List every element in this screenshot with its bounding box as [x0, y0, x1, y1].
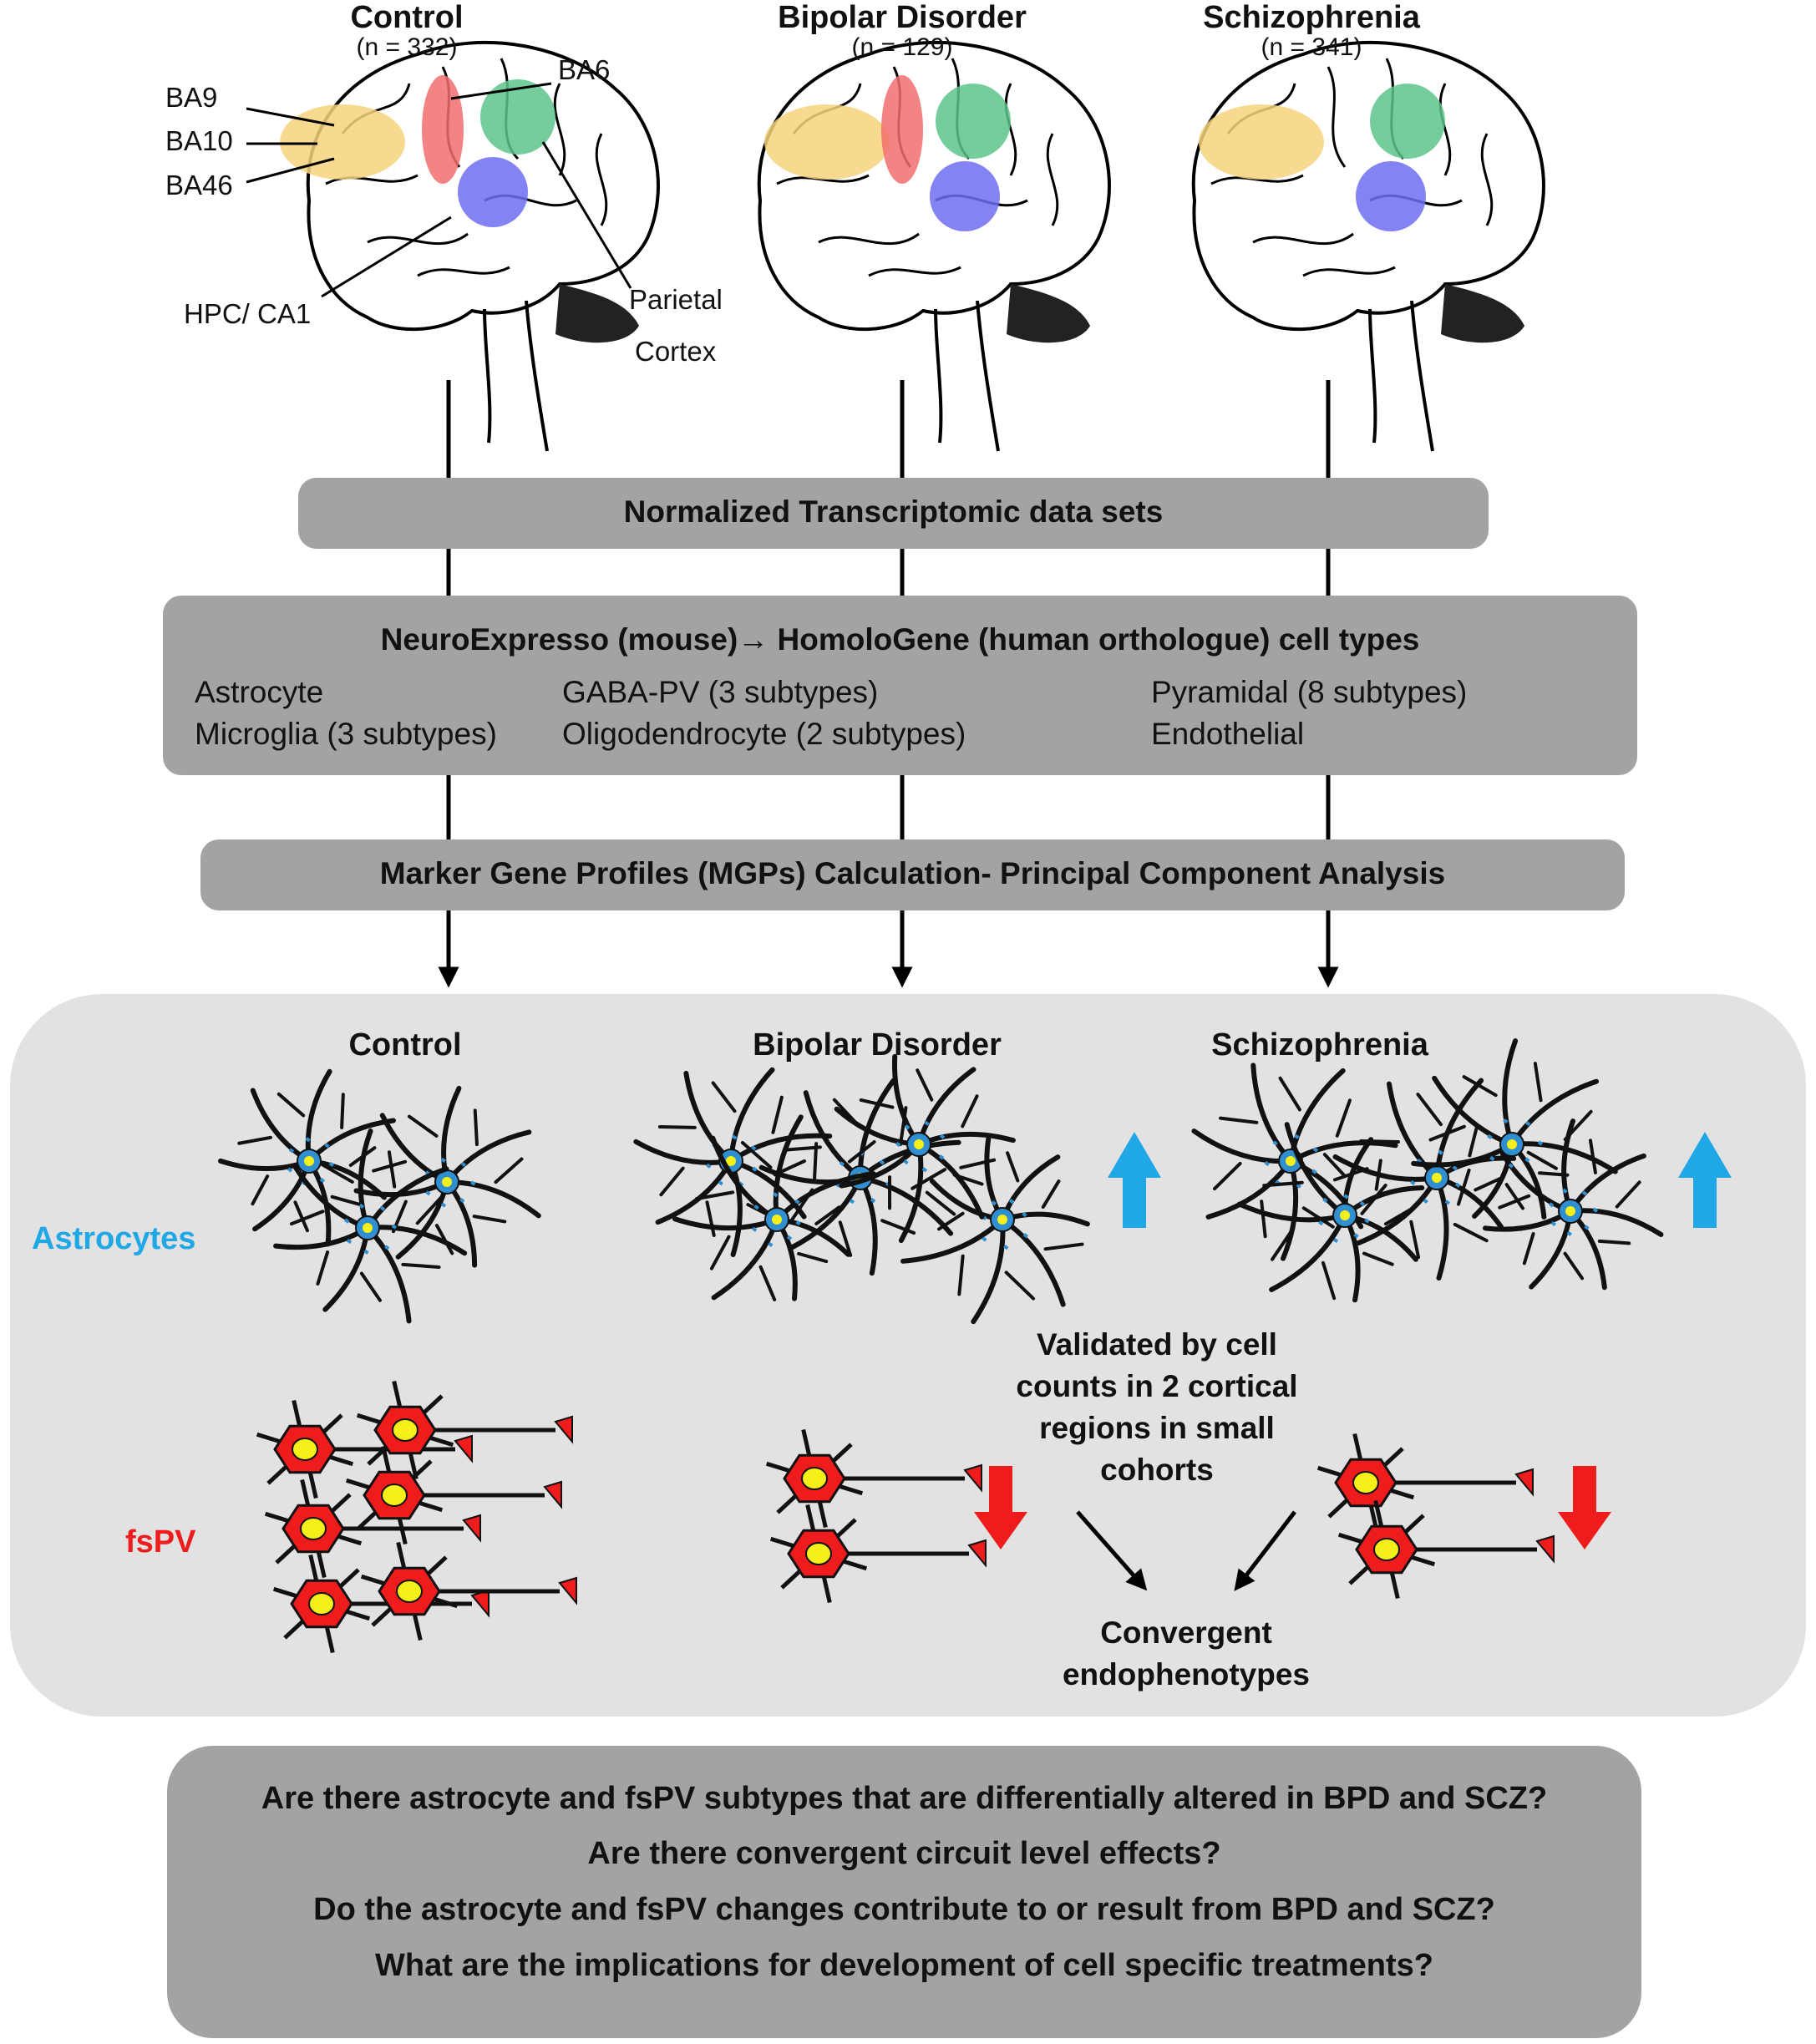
fspv-layer: [256, 1380, 1555, 1654]
region-ba9-10-46: [1199, 104, 1324, 180]
questions-box: Are there astrocyte and fsPV subtypes th…: [167, 1746, 1641, 2038]
step-mgp-label: Marker Gene Profiles (MGPs) Calculation-…: [379, 856, 1446, 890]
astrocyte-cell: [1483, 1118, 1664, 1291]
brain-control: [280, 40, 660, 453]
fspv-neuron: [765, 1428, 982, 1529]
group-n-control: (n = 332): [356, 33, 458, 61]
region-ba6-green: [936, 84, 1011, 159]
astrocyte-cell: [1411, 1038, 1618, 1220]
astrocyte-cell: [353, 1085, 541, 1268]
group-n-bipolar: (n = 129): [851, 33, 953, 61]
convergent-arrows: [1076, 1510, 1296, 1591]
region-label-ba10: BA10: [165, 125, 233, 156]
fspv-neuron: [360, 1541, 577, 1641]
fspv-neuron: [356, 1380, 573, 1480]
fspv-neuron: [1337, 1499, 1555, 1600]
step-neuroexpresso-label: NeuroExpresso (mouse)→ HomoloGene (human…: [380, 622, 1420, 657]
cell-type-oligodendrocyte: Oligodendrocyte (2 subtypes): [562, 717, 966, 751]
convergent-line-1: Convergent: [1100, 1615, 1272, 1650]
row-label-astrocytes: Astrocytes: [32, 1221, 196, 1256]
fspv-down-arrow-scz: [1558, 1466, 1611, 1549]
group-title-control: Control: [350, 0, 464, 35]
region-label-ba46: BA46: [165, 170, 233, 200]
region-parietal-blue: [458, 157, 528, 227]
step-normalized: Normalized Transcriptomic data sets: [298, 478, 1489, 549]
validated-line-3: regions in small: [1039, 1411, 1275, 1445]
cell-type-endothelial: Endothelial: [1151, 717, 1305, 751]
questions-panel: [167, 1746, 1641, 2038]
astrocyte-cell: [1236, 1122, 1425, 1303]
astro-up-arrow-scz: [1678, 1132, 1732, 1228]
region-ba9-10-46: [280, 104, 405, 180]
question-3: Do the astrocyte and fsPV changes contri…: [313, 1892, 1495, 1927]
validated-line-2: counts in 2 cortical: [1016, 1369, 1298, 1403]
astrocyte-cell: [900, 1136, 1090, 1325]
results-panel: [10, 994, 1806, 1717]
group-n-schizophrenia: (n = 341): [1261, 33, 1362, 61]
results-header-control: Control: [348, 1027, 462, 1063]
region-label-parietal: Parietal: [629, 284, 723, 315]
fspv-neuron: [256, 1399, 473, 1499]
convergent-note: Convergent endophenotypes: [1002, 1612, 1370, 1696]
fspv-neuron: [1316, 1433, 1534, 1533]
region-ba6-green: [480, 79, 555, 155]
step-mgp: Marker Gene Profiles (MGPs) Calculation-…: [200, 839, 1625, 910]
region-label-cortex: Cortex: [635, 336, 717, 367]
question-4: What are the implications for developmen…: [375, 1948, 1433, 1983]
brain-schizophrenia: [1191, 40, 1545, 453]
region-label-hpc: HPC/ CA1: [184, 298, 312, 329]
astro-up-arrow-bd: [1108, 1132, 1161, 1228]
step-normalized-label: Normalized Transcriptomic data sets: [623, 495, 1164, 529]
fspv-neuron: [769, 1504, 987, 1604]
group-title-schizophrenia: Schizophrenia: [1203, 0, 1420, 35]
results-header-schizophrenia: Schizophrenia: [1211, 1027, 1428, 1063]
region-ba6-red: [881, 75, 923, 184]
validated-line-1: Validated by cell: [1037, 1327, 1277, 1362]
brain-bipolar: [757, 40, 1111, 453]
region-ba9-10-46: [764, 104, 890, 180]
question-2: Are there convergent circuit level effec…: [587, 1836, 1221, 1871]
astrocyte-cell: [834, 1053, 1016, 1244]
convergent-line-2: endophenotypes: [1062, 1657, 1311, 1691]
region-ba6-green: [1370, 84, 1445, 159]
results-header-bipolar: Bipolar Disorder: [753, 1027, 1002, 1063]
question-1: Are there astrocyte and fsPV subtypes th…: [261, 1781, 1548, 1816]
astrocyte-layer: [218, 1038, 1664, 1325]
cell-type-microglia: Microglia (3 subtypes): [195, 717, 497, 751]
step-neuroexpresso: NeuroExpresso (mouse)→ HomoloGene (human…: [163, 596, 1637, 775]
group-title-bipolar: Bipolar Disorder: [778, 0, 1027, 35]
cell-type-gaba-pv: GABA-PV (3 subtypes): [562, 675, 879, 709]
validated-line-4: cohorts: [1100, 1453, 1214, 1487]
fspv-neuron: [345, 1445, 562, 1545]
row-label-fspv: fsPV: [125, 1524, 196, 1560]
region-parietal-blue: [1356, 161, 1426, 231]
region-label-ba6: BA6: [558, 54, 611, 85]
cell-type-astrocyte: Astrocyte: [195, 675, 324, 709]
fspv-neuron: [264, 1478, 481, 1579]
region-parietal-blue: [930, 161, 1000, 231]
region-ba6-red: [422, 75, 464, 184]
region-leader-lines: [246, 82, 632, 298]
region-label-ba9: BA9: [165, 82, 218, 113]
astrocyte-cell: [672, 1114, 876, 1301]
astrocyte-cell: [273, 1129, 468, 1324]
cell-type-pyramidal: Pyramidal (8 subtypes): [1151, 675, 1468, 709]
fspv-down-arrow-bd: [974, 1466, 1027, 1549]
validated-note: Validated by cell counts in 2 cortical r…: [961, 1324, 1353, 1491]
